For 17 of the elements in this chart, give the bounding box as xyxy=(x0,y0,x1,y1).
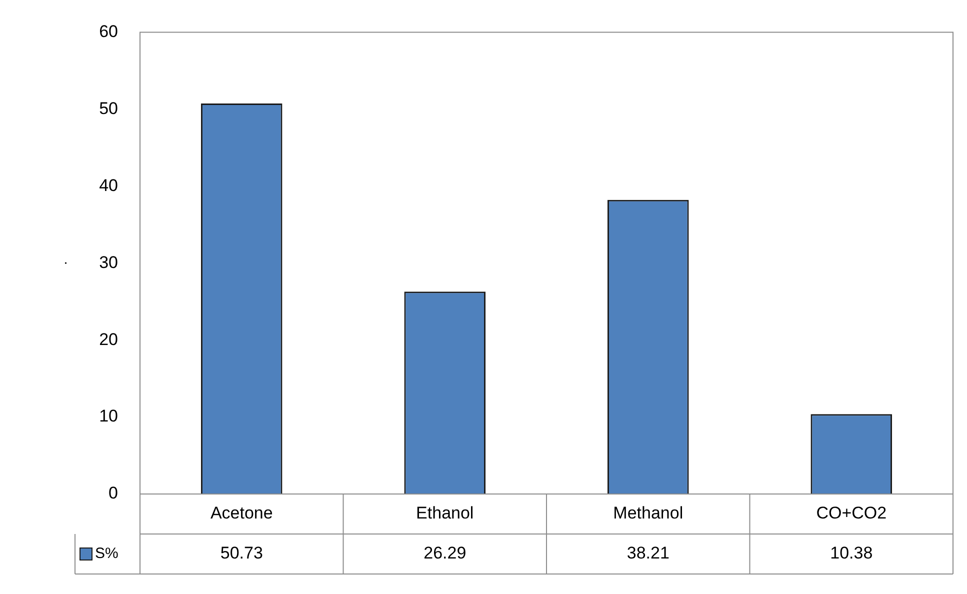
x-tick-label: Methanol xyxy=(613,504,684,523)
y-tick-label: 40 xyxy=(99,176,118,195)
data-label: 38.21 xyxy=(626,544,670,563)
data-label: 10.38 xyxy=(830,544,873,563)
y-tick-label: 50 xyxy=(99,98,118,118)
y-tick-label: 30 xyxy=(99,252,118,272)
y-tick-label: 20 xyxy=(99,330,118,349)
x-tick-label: Ethanol xyxy=(416,504,474,523)
x-tick-label: CO+CO2 xyxy=(816,504,887,523)
y-tick-label: 0 xyxy=(108,484,118,503)
y-axis-title: . xyxy=(53,261,70,266)
y-tick-label: 60 xyxy=(99,22,118,41)
data-label: 50.73 xyxy=(220,544,263,563)
y-tick-label: 10 xyxy=(99,406,118,426)
legend-label: S% xyxy=(95,545,118,562)
x-tick-label: Acetone xyxy=(210,504,273,523)
data-label: 26.29 xyxy=(424,544,466,563)
